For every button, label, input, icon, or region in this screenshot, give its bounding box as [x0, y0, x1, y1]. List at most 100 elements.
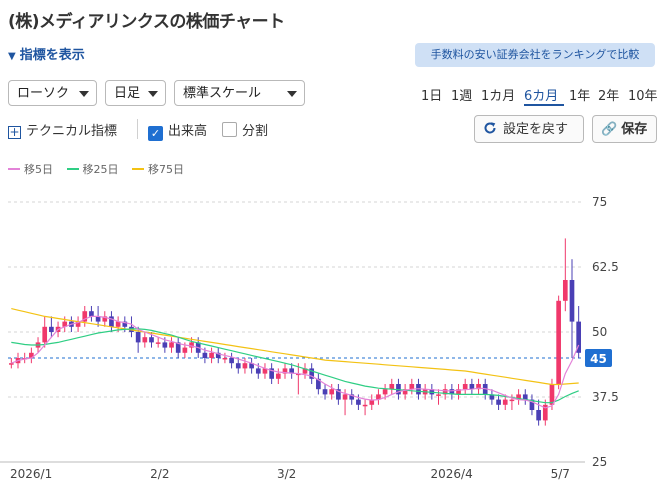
- chart-legend: 移5日 移25日 移75日: [8, 161, 194, 177]
- plus-icon: +: [8, 125, 21, 139]
- triangle-down-icon: ▼: [8, 51, 16, 62]
- page-title: (株)メディアリンクスの株価チャート: [8, 12, 285, 32]
- candle-body: [449, 389, 455, 395]
- candle-body: [242, 363, 248, 369]
- candle-body: [169, 342, 174, 348]
- split-label: 分割: [242, 124, 269, 139]
- candle-body: [82, 311, 88, 322]
- legend-ma75: 移75日: [132, 161, 184, 177]
- candle-body: [556, 300, 561, 384]
- current-price-tag: [585, 349, 612, 367]
- save-label: 保存: [621, 122, 648, 137]
- y-tick-label: 25: [592, 455, 607, 469]
- x-tick-label: 2026/1: [10, 467, 52, 481]
- period-6m[interactable]: 6カ月: [524, 89, 559, 104]
- candle-body: [476, 384, 481, 390]
- technical-indicators-label: テクニカル指標: [26, 124, 118, 139]
- ma5-line: [11, 315, 580, 409]
- technical-indicators-button[interactable]: + テクニカル指標: [8, 120, 117, 139]
- candle-body: [456, 389, 461, 395]
- candle-body: [529, 399, 535, 410]
- x-tick-label: 2026/4: [431, 467, 473, 481]
- y-tick-label: 75: [592, 195, 607, 209]
- x-tick-label: 3/2: [277, 467, 296, 481]
- candle-body: [102, 316, 108, 322]
- y-tick-label: 50: [592, 325, 607, 339]
- candle-body: [376, 394, 381, 400]
- candle-body: [182, 347, 188, 353]
- candle-body: [135, 332, 141, 343]
- candle-body: [229, 358, 234, 364]
- candle-body: [142, 337, 148, 343]
- chevron-down-icon: [79, 91, 89, 97]
- candle-body: [49, 326, 54, 332]
- candle-body: [369, 399, 375, 405]
- candle-body: [255, 368, 261, 374]
- period-1y[interactable]: 1年: [569, 89, 591, 104]
- candle-body: [222, 358, 228, 360]
- candle-body: [89, 311, 94, 317]
- candle-body: [522, 394, 528, 400]
- interval-select[interactable]: 日足: [105, 80, 166, 106]
- candle-body: [122, 321, 128, 327]
- volume-checkbox[interactable]: ✓ 出来高: [148, 120, 207, 141]
- candle-body: [269, 368, 274, 379]
- price-chart[interactable]: 75 62.5 50 37.5 25 2026/1 2/2 3/2 2026/4 5/7 45: [0, 180, 671, 498]
- candle-body: [462, 384, 468, 390]
- x-tick-label: 5/7: [551, 467, 570, 481]
- candle-body: [549, 384, 555, 405]
- chevron-down-icon: [148, 91, 158, 97]
- candle-body: [576, 321, 581, 353]
- scale-select[interactable]: 標準スケール: [174, 80, 305, 106]
- candle-body: [409, 384, 415, 390]
- candle-body: [95, 316, 101, 322]
- x-tick-label: 2/2: [150, 467, 169, 481]
- candle-body: [469, 384, 475, 390]
- legend-ma5: 移5日: [8, 161, 53, 177]
- period-10y[interactable]: 10年: [628, 89, 658, 104]
- candle-body: [442, 389, 448, 395]
- checkmark-icon: ✓: [148, 126, 163, 141]
- candle-body: [356, 399, 361, 405]
- period-2y[interactable]: 2年: [598, 89, 620, 104]
- split-checkbox[interactable]: 分割: [222, 120, 268, 139]
- period-1d[interactable]: 1日: [421, 89, 443, 104]
- y-tick-label: 62.5: [592, 260, 619, 274]
- candle-body: [362, 404, 368, 407]
- candle-body: [249, 363, 254, 369]
- candle-body: [302, 368, 308, 374]
- candle-body: [502, 399, 508, 405]
- chevron-down-icon: [287, 91, 297, 97]
- candle-body: [489, 394, 495, 400]
- current-price-label: 45: [590, 352, 607, 366]
- candle-body: [209, 352, 214, 358]
- candle-body: [9, 363, 14, 365]
- candle-body: [289, 368, 294, 374]
- broker-ranking-link[interactable]: 手数料の安い証券会社をランキングで比較: [415, 43, 655, 67]
- paperclip-icon: 🔗: [601, 122, 618, 137]
- candle-body: [62, 321, 68, 327]
- reset-settings-button[interactable]: 設定を戻す: [474, 115, 584, 143]
- chart-type-select[interactable]: ローソク: [8, 80, 97, 106]
- show-indicators-toggle[interactable]: ▼ 指標を表示: [8, 44, 85, 63]
- show-indicators-label: 指標を表示: [19, 48, 85, 63]
- candle-body: [189, 342, 194, 348]
- candle-body: [496, 399, 501, 405]
- volume-label: 出来高: [168, 124, 208, 139]
- divider: [137, 119, 138, 139]
- candle-body: [569, 280, 575, 322]
- candle-body: [402, 389, 408, 395]
- candle-body: [542, 404, 548, 421]
- candle-body: [389, 384, 395, 390]
- candle-body: [509, 399, 515, 402]
- period-1w[interactable]: 1週: [451, 89, 473, 104]
- candle-body: [262, 368, 268, 374]
- candle-body: [162, 342, 168, 348]
- period-1m[interactable]: 1カ月: [481, 89, 516, 104]
- save-button[interactable]: 🔗 保存: [592, 115, 657, 143]
- candle-body: [155, 342, 161, 344]
- candle-body: [202, 352, 208, 358]
- reset-settings-label: 設定を戻す: [503, 122, 569, 137]
- candle-body: [349, 394, 355, 400]
- candle-body: [109, 316, 114, 327]
